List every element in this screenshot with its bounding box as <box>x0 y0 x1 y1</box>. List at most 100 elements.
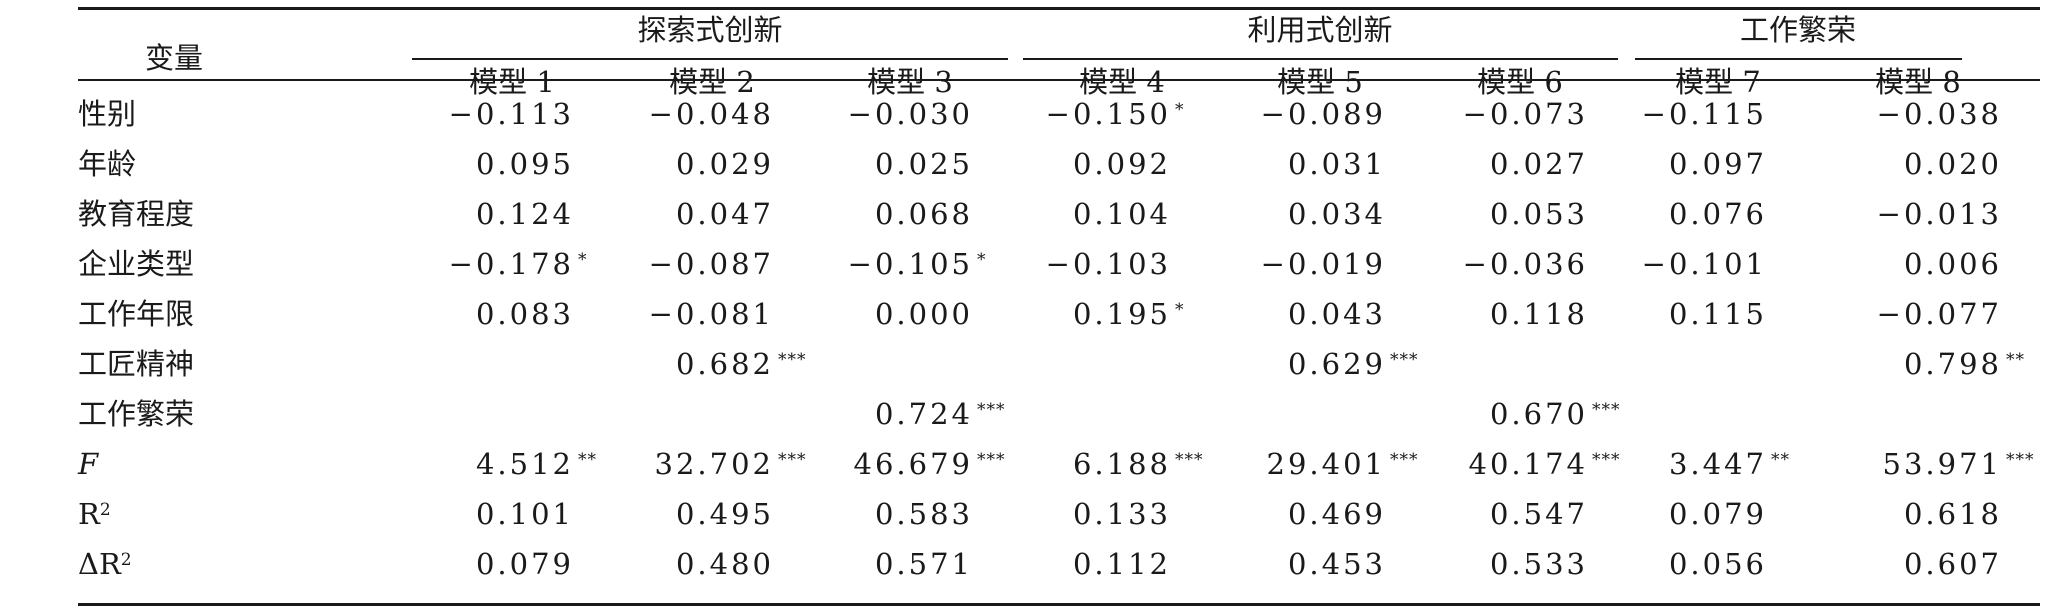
significance-stars: ** <box>1771 450 1790 470</box>
group-underline <box>1635 58 1962 60</box>
cell-value: 0.133 <box>1072 497 1171 531</box>
table-cell: 0.083 <box>376 294 636 334</box>
cell-value: 0.053 <box>1489 197 1588 231</box>
row-label-text: 教育程度 <box>78 197 195 231</box>
cell-value: 0.076 <box>1668 197 1767 231</box>
table-cell: 0.047 <box>576 194 836 234</box>
table-cell: 3.447 ** <box>1569 444 1829 484</box>
cell-value: 0.533 <box>1489 547 1588 581</box>
group-underline <box>412 58 1008 60</box>
table-cell: −0.105 * <box>775 244 1035 284</box>
table-cell: 0.092 <box>973 144 1233 184</box>
cell-value: 0.547 <box>1489 497 1588 531</box>
table-cell: 0.097 <box>1569 144 1829 184</box>
group-underline <box>1023 58 1618 60</box>
table-cell: 32.702 *** <box>576 444 836 484</box>
table-cell: 0.027 <box>1390 144 1650 184</box>
cell-value: 0.006 <box>1903 247 2002 281</box>
row-label: 性别 <box>78 94 136 134</box>
cell-value: 3.447 <box>1668 447 1767 481</box>
cell-value: 0.047 <box>675 197 774 231</box>
cell-value: 0.495 <box>675 497 774 531</box>
table-cell: 0.670 *** <box>1390 394 1650 434</box>
table-cell: −0.081 <box>576 294 836 334</box>
table-cell: 0.469 <box>1188 494 1448 534</box>
table-cell: −0.013 <box>1804 194 2048 234</box>
cell-value: 0.020 <box>1903 147 2002 181</box>
cell-value: 32.702 <box>654 447 774 481</box>
cell-value: 0.629 <box>1287 347 1386 381</box>
cell-value: −0.077 <box>1876 297 2002 331</box>
cell-value: −0.048 <box>648 97 774 131</box>
cell-value: −0.150 <box>1045 97 1171 131</box>
cell-value: −0.030 <box>847 97 973 131</box>
table-cell: 0.495 <box>576 494 836 534</box>
table-cell: −0.077 <box>1804 294 2048 334</box>
group-header: 探索式创新 <box>637 13 783 47</box>
significance-stars: *** <box>1175 450 1204 470</box>
table-cell: 6.188 *** <box>973 444 1233 484</box>
cell-value: 40.174 <box>1468 447 1588 481</box>
table-cell: 0.079 <box>376 544 636 584</box>
table-cell: 0.095 <box>376 144 636 184</box>
row-label: 工匠精神 <box>78 344 194 384</box>
row-label-text: 工匠精神 <box>78 347 195 381</box>
bottom-rule <box>78 603 2040 606</box>
table-cell: 0.000 <box>775 294 1035 334</box>
cell-value: 0.029 <box>675 147 774 181</box>
significance-stars: ** <box>2006 350 2025 370</box>
table-cell: 4.512 ** <box>376 444 636 484</box>
table-cell: 0.029 <box>576 144 836 184</box>
significance-stars: *** <box>1592 400 1621 420</box>
cell-value: 0.195 <box>1072 297 1171 331</box>
cell-value: 46.679 <box>853 447 973 481</box>
cell-value: −0.081 <box>648 297 774 331</box>
cell-value: 0.115 <box>1668 297 1767 331</box>
row-label: ΔR2 <box>78 544 132 584</box>
table-cell: −0.036 <box>1390 244 1650 284</box>
cell-value: −0.105 <box>847 247 973 281</box>
header-rule <box>78 79 2040 81</box>
superscript: 2 <box>99 500 111 520</box>
cell-value: 0.112 <box>1072 547 1171 581</box>
row-label: R2 <box>78 494 111 534</box>
table-cell: 0.547 <box>1390 494 1650 534</box>
model-header: 模型 4 <box>1079 65 1165 99</box>
table-cell: −0.178 * <box>376 244 636 284</box>
cell-value: 0.000 <box>874 297 973 331</box>
cell-value: 0.469 <box>1287 497 1386 531</box>
table-cell: −0.089 <box>1188 94 1448 134</box>
row-label: F <box>78 444 98 484</box>
significance-stars: *** <box>977 400 1006 420</box>
model-header: 模型 3 <box>867 65 953 99</box>
row-label-text: 企业类型 <box>78 247 195 281</box>
cell-value: 53.971 <box>1882 447 2002 481</box>
cell-value: 4.512 <box>475 447 574 481</box>
significance-stars: *** <box>1390 450 1419 470</box>
significance-stars: *** <box>778 450 807 470</box>
cell-value: 0.097 <box>1668 147 1767 181</box>
significance-stars: *** <box>2006 450 2035 470</box>
table-cell: 46.679 *** <box>775 444 1035 484</box>
table-cell: −0.150 * <box>973 94 1233 134</box>
table-cell: 0.618 <box>1804 494 2048 534</box>
cell-value: 0.068 <box>874 197 973 231</box>
table-cell: −0.030 <box>775 94 1035 134</box>
significance-stars: * <box>578 250 588 270</box>
table-cell: 0.583 <box>775 494 1035 534</box>
table-cell: 40.174 *** <box>1390 444 1650 484</box>
significance-stars: *** <box>977 450 1006 470</box>
significance-stars: ** <box>578 450 597 470</box>
table-cell: 0.195 * <box>973 294 1233 334</box>
table-cell: −0.113 <box>376 94 636 134</box>
row-label: 年龄 <box>78 144 136 184</box>
cell-value: 0.095 <box>475 147 574 181</box>
table-cell: 0.118 <box>1390 294 1650 334</box>
cell-value: −0.115 <box>1641 97 1767 131</box>
table-cell: 0.020 <box>1804 144 2048 184</box>
cell-value: 0.025 <box>874 147 973 181</box>
table-cell: −0.087 <box>576 244 836 284</box>
row-label: 企业类型 <box>78 244 194 284</box>
cell-value: 0.480 <box>675 547 774 581</box>
cell-value: 0.124 <box>475 197 574 231</box>
